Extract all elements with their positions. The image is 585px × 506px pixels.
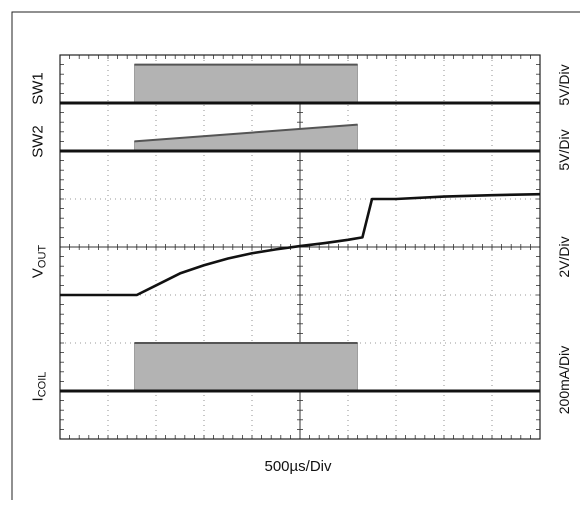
scale-label-sw1: 5V/Div [556, 64, 572, 106]
channel-label-icoil-main: I [29, 397, 47, 402]
channel-label-sw1-main: SW1 [29, 72, 47, 105]
x-axis-label: 500µs/Div [264, 458, 332, 475]
channel-label-sw1: SW1 [30, 69, 47, 109]
channel-label-sw2: SW2 [30, 122, 47, 162]
graticule-border [59, 54, 541, 440]
channel-0-switching-envelope [134, 64, 358, 104]
channel-label-vout: VOUT [29, 238, 49, 286]
channel-2-trace [60, 192, 541, 297]
channel-label-vout-main: V [29, 268, 47, 279]
channel-1-switching-envelope [134, 124, 358, 152]
channel-3-switching-envelope [134, 342, 358, 392]
scale-label-icoil: 200mA/Div [556, 345, 572, 415]
scale-label-sw2: 5V/Div [556, 129, 572, 171]
scale-label-vout: 2V/Div [556, 236, 572, 278]
page-border [11, 11, 580, 500]
channel-label-icoil-sub: COIL [36, 371, 49, 398]
channel-label-sw2-main: SW2 [29, 125, 47, 158]
channel-label-icoil: ICOIL [29, 357, 49, 417]
channel-1-envelope-top [134, 123, 358, 143]
channel-label-vout-sub: OUT [36, 244, 49, 269]
